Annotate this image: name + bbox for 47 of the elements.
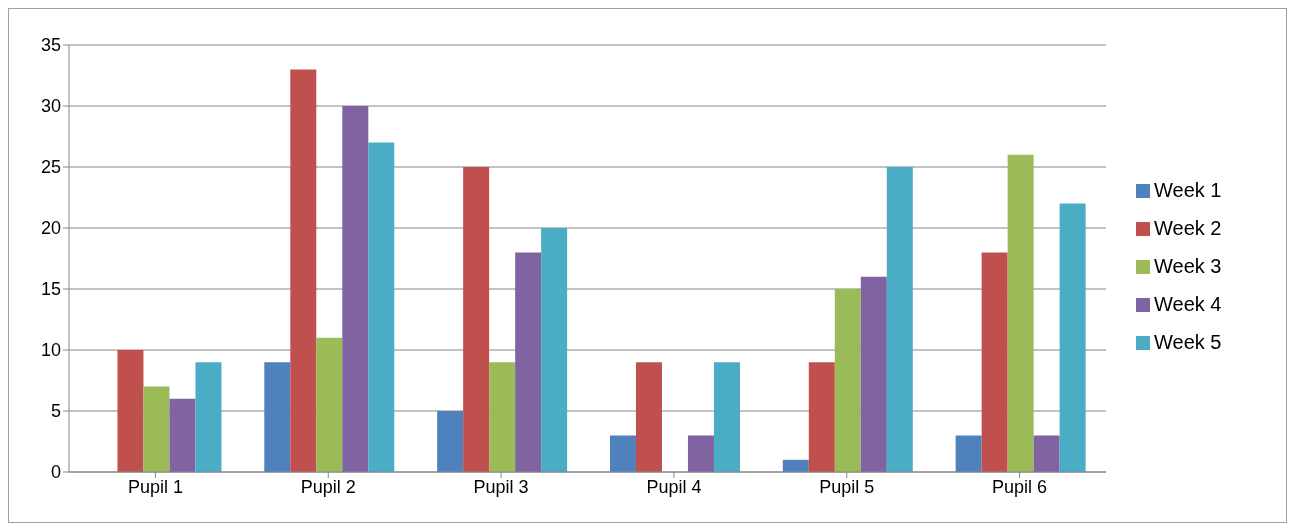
bar <box>437 411 464 472</box>
bar <box>713 362 740 472</box>
x-tick-label: Pupil 6 <box>992 476 1048 497</box>
bar <box>169 398 196 472</box>
bar <box>290 69 317 472</box>
y-tick-label: 20 <box>40 218 61 239</box>
bar <box>687 435 714 472</box>
bar <box>463 167 490 472</box>
bar <box>1007 154 1034 472</box>
x-tick-label: Pupil 3 <box>473 476 529 497</box>
x-tick-label: Pupil 4 <box>646 476 702 497</box>
y-tick-label: 35 <box>40 35 61 56</box>
y-tick-label: 30 <box>40 96 61 117</box>
y-tick-label: 10 <box>40 340 61 361</box>
bar <box>808 362 835 472</box>
bar <box>541 228 568 472</box>
bar <box>342 106 369 472</box>
x-tick-label: Pupil 1 <box>127 476 183 497</box>
bar <box>955 435 982 472</box>
bar <box>1059 203 1086 472</box>
bar <box>886 167 913 472</box>
y-tick-label: 0 <box>50 462 61 483</box>
bar <box>264 362 291 472</box>
legend-label: Week 5 <box>1154 330 1222 353</box>
x-tick-label: Pupil 2 <box>300 476 356 497</box>
bar <box>834 289 861 472</box>
legend-label: Week 2 <box>1154 216 1222 239</box>
bar <box>117 350 144 472</box>
bar <box>316 337 343 472</box>
y-tick-label: 5 <box>50 401 61 422</box>
legend-label: Week 1 <box>1154 178 1222 201</box>
bar <box>609 435 636 472</box>
y-tick-label: 25 <box>40 157 61 178</box>
bar <box>860 276 887 472</box>
bar <box>782 459 809 472</box>
bar <box>635 362 662 472</box>
legend-label: Week 4 <box>1154 292 1222 315</box>
bar <box>515 252 542 472</box>
bar <box>368 142 395 472</box>
y-tick-label: 15 <box>40 279 61 300</box>
bar <box>981 252 1008 472</box>
bar <box>489 362 516 472</box>
bar <box>1033 435 1060 472</box>
bar <box>143 386 170 472</box>
x-tick-label: Pupil 5 <box>819 476 875 497</box>
legend-label: Week 3 <box>1154 254 1222 277</box>
bar <box>195 362 222 472</box>
